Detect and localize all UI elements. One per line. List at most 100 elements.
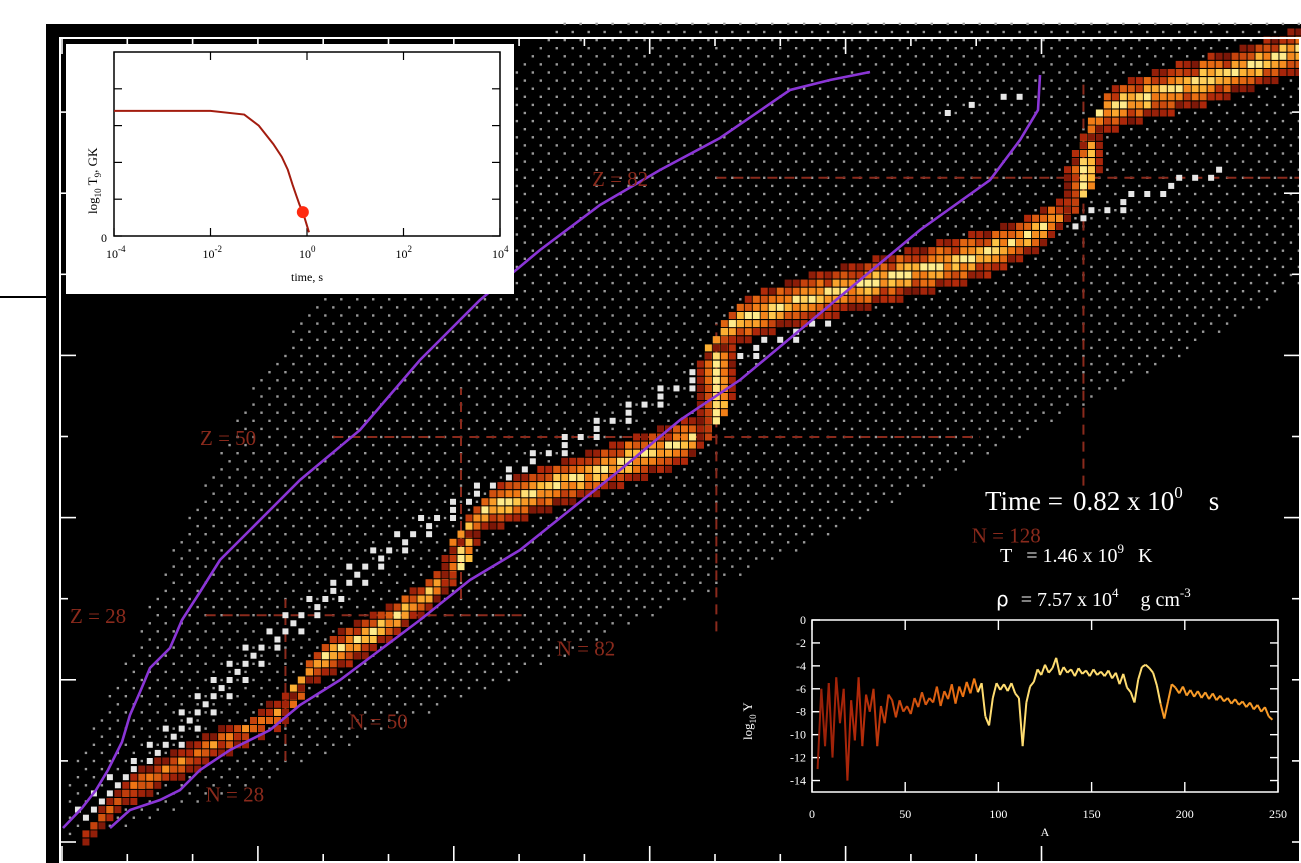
grid-dot <box>755 557 758 560</box>
grid-dot <box>1114 30 1117 34</box>
grid-dot <box>1026 152 1029 155</box>
grid-dot <box>954 30 957 34</box>
grid-dot <box>914 298 918 301</box>
grid-dot <box>443 662 447 665</box>
grid-dot <box>970 452 973 455</box>
grid-dot <box>571 192 574 196</box>
grid-dot <box>308 346 311 350</box>
grid-dot <box>395 452 399 455</box>
stable-isotope <box>737 353 744 359</box>
grid-dot <box>1026 379 1029 382</box>
grid-dot <box>874 128 878 131</box>
grid-dot <box>978 71 981 74</box>
grid-dot <box>531 622 535 625</box>
grid-dot <box>411 695 415 698</box>
grid-dot <box>108 711 112 714</box>
grid-dot <box>1297 200 1301 204</box>
grid-dot <box>978 38 981 42</box>
grid-dot <box>938 111 941 115</box>
abundance-cell <box>321 668 329 676</box>
grid-dot <box>715 128 718 131</box>
grid-dot <box>1146 225 1149 228</box>
grid-dot <box>962 362 965 366</box>
grid-dot <box>587 192 590 196</box>
abundance-cell <box>385 619 393 627</box>
grid-dot <box>1026 168 1029 171</box>
grid-dot <box>1002 387 1005 390</box>
grid-dot <box>763 273 766 277</box>
grid-dot <box>1154 184 1157 188</box>
grid-dot <box>691 233 694 236</box>
abundance-cell <box>521 482 529 490</box>
grid-dot <box>419 670 423 674</box>
grid-dot <box>1146 63 1149 66</box>
grid-dot <box>188 614 191 617</box>
grid-dot <box>467 638 471 641</box>
grid-dot <box>794 371 798 374</box>
abundance-cell <box>98 806 106 814</box>
grid-dot <box>1289 225 1293 228</box>
grid-dot <box>691 184 694 188</box>
grid-dot <box>467 395 471 398</box>
grid-dot <box>930 136 934 139</box>
grid-dot <box>451 395 455 398</box>
abundance-cell <box>649 449 657 457</box>
abundance-cell <box>385 603 393 611</box>
grid-dot <box>364 452 367 455</box>
grid-dot <box>739 119 742 123</box>
grid-dot <box>723 298 726 301</box>
grid-dot <box>786 217 790 220</box>
grid-dot <box>739 573 742 576</box>
grid-dot <box>1058 379 1061 382</box>
grid-dot <box>675 395 678 398</box>
grid-dot <box>818 492 822 495</box>
grid-dot <box>308 719 311 722</box>
grid-dot <box>675 330 678 333</box>
grid-dot <box>292 589 295 593</box>
grid-dot <box>715 209 718 212</box>
stable-isotope <box>689 369 696 376</box>
grid-dot <box>683 549 686 552</box>
grid-dot <box>1209 144 1213 147</box>
grid-dot <box>1130 241 1133 244</box>
grid-dot <box>499 476 503 479</box>
grid-dot <box>627 395 630 398</box>
grid-dot <box>683 79 686 82</box>
grid-dot <box>579 541 582 544</box>
grid-dot <box>922 111 926 115</box>
grid-dot <box>1178 209 1181 212</box>
grid-dot <box>260 427 263 431</box>
grid-dot <box>387 686 391 690</box>
grid-dot <box>1074 233 1077 236</box>
grid-dot <box>874 192 878 196</box>
abundance-cell <box>457 538 465 546</box>
grid-dot <box>515 346 519 350</box>
grid-dot <box>563 508 566 512</box>
grid-dot <box>252 678 255 682</box>
grid-dot <box>419 427 423 431</box>
abundance-cell <box>138 789 146 797</box>
grid-dot <box>643 22 646 26</box>
grid-dot <box>739 411 742 414</box>
abundance-cell <box>186 765 194 773</box>
grid-dot <box>1154 200 1157 204</box>
grid-dot <box>1114 192 1117 196</box>
abundance-cell <box>337 644 345 652</box>
stable-isotope <box>186 717 193 724</box>
grid-dot <box>1034 419 1037 422</box>
grid-dot <box>643 184 646 188</box>
stable-isotope <box>609 417 616 424</box>
grid-dot <box>1074 314 1077 317</box>
grid-dot <box>483 379 487 382</box>
grid-dot <box>1265 249 1269 252</box>
grid-dot <box>316 435 319 439</box>
grid-dot <box>675 233 678 236</box>
grid-dot <box>244 427 247 431</box>
grid-dot <box>563 38 566 42</box>
stable-isotope <box>657 385 664 392</box>
grid-dot <box>539 403 542 406</box>
grid-dot <box>539 209 542 212</box>
grid-dot <box>1130 144 1133 147</box>
abundance-cell <box>385 611 393 619</box>
abundance-cell <box>321 644 329 652</box>
